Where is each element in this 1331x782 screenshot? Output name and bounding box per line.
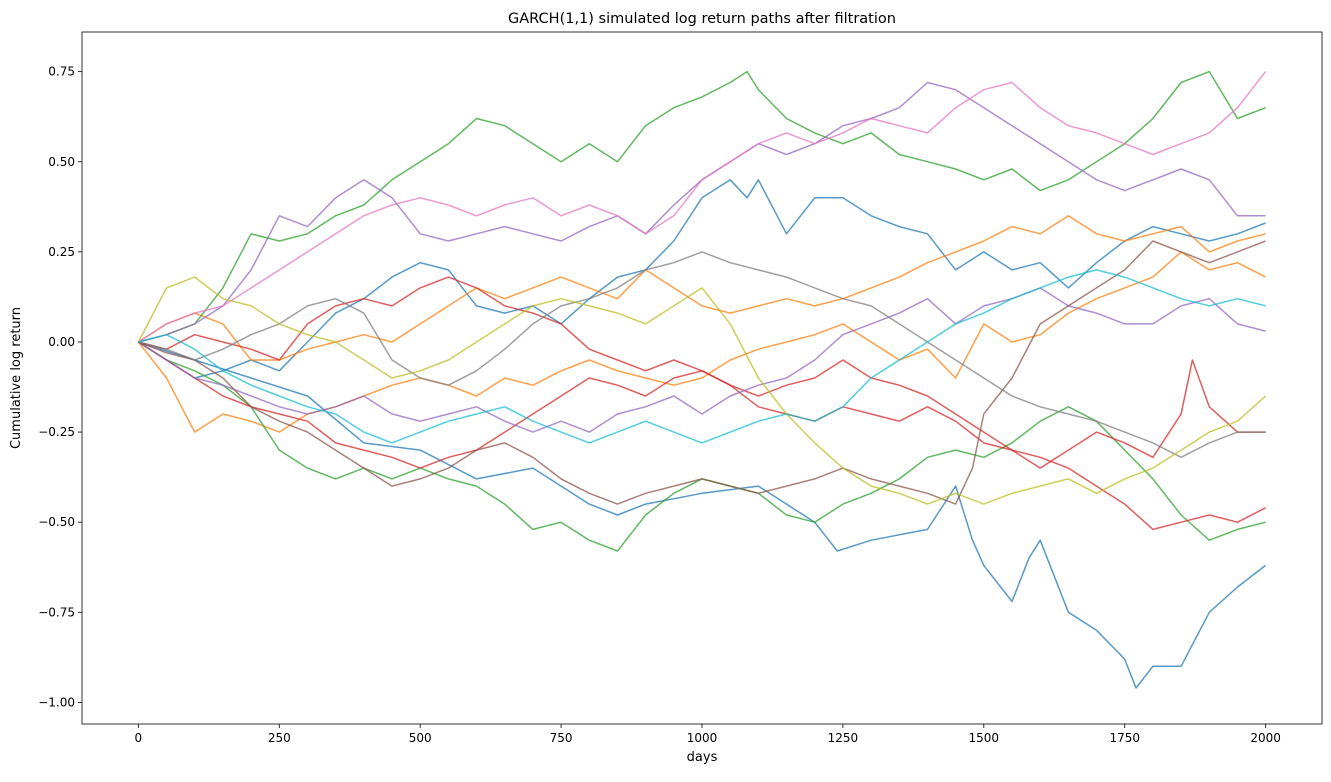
x-tick-label: 2000	[1250, 731, 1281, 745]
x-tick-label: 750	[550, 731, 573, 745]
y-tick-label: −0.25	[38, 425, 75, 439]
chart-title: GARCH(1,1) simulated log return paths af…	[508, 11, 896, 27]
series-line-5	[138, 70, 1266, 343]
series-line-11	[138, 240, 1266, 505]
x-tick-label: 500	[409, 731, 432, 745]
x-tick-label: 1750	[1109, 731, 1140, 745]
x-tick-label: 0	[135, 731, 143, 745]
y-tick-label: −1.00	[38, 695, 75, 709]
y-tick-label: 0.50	[48, 155, 75, 169]
series-line-12	[137, 71, 1267, 343]
series-line-15	[138, 269, 1266, 444]
plot-area	[137, 70, 1267, 689]
y-tick-label: 0.00	[48, 335, 75, 349]
y-tick-label: 0.25	[48, 245, 75, 259]
series-line-1	[138, 341, 1267, 689]
y-tick-label: −0.50	[38, 515, 75, 529]
series-line-8	[138, 276, 1266, 531]
x-tick-label: 1000	[687, 731, 718, 745]
y-axis-label: Cumulative log return	[9, 307, 24, 449]
x-tick-label: 1250	[828, 731, 859, 745]
x-tick-label: 250	[268, 731, 291, 745]
x-tick-label: 1500	[969, 731, 1000, 745]
x-axis-label: days	[687, 750, 718, 765]
axes: 0 250 500 750 1000 1250 1500 1750 2000 −1.00 −0.75…	[38, 31, 1323, 745]
series-line-10	[137, 287, 1266, 433]
series-line-3	[137, 215, 1266, 361]
y-tick-label: 0.75	[48, 65, 75, 79]
series-line-13	[138, 251, 1266, 459]
series-line-2	[137, 179, 1266, 379]
series-line-14	[137, 276, 1267, 505]
y-tick-label: −0.75	[38, 605, 75, 619]
